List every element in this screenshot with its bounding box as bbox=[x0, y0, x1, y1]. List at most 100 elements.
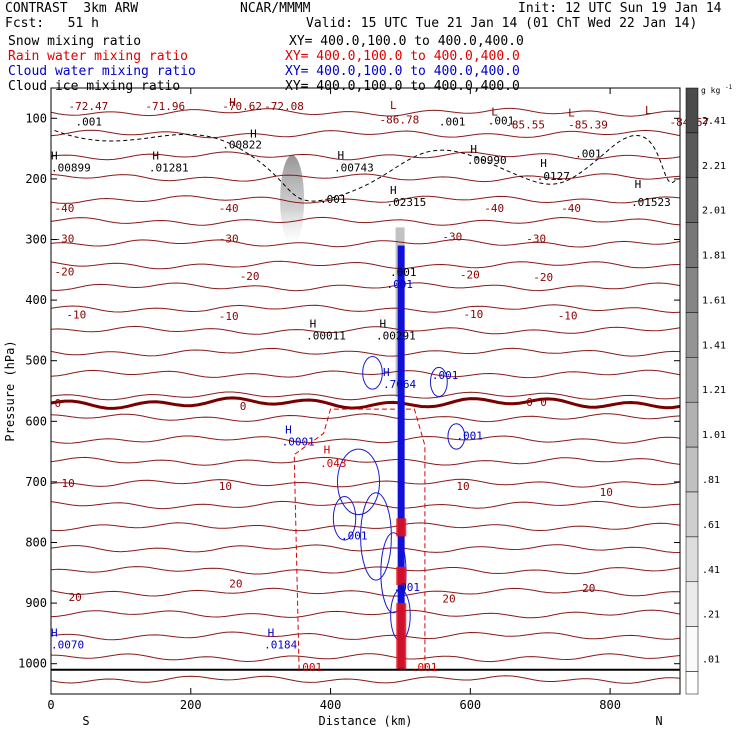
temperature-label: -30 bbox=[442, 230, 462, 243]
colorbar-swatch bbox=[685, 446, 699, 493]
temperature-contour-line bbox=[50, 544, 681, 553]
contour-value-label: .001 bbox=[456, 429, 483, 442]
cloud-ice-contour bbox=[54, 129, 677, 202]
cloud-water-contour bbox=[447, 423, 466, 450]
y-tick-label: 900 bbox=[25, 596, 47, 610]
high-low-marker: H bbox=[470, 143, 477, 156]
x-tick-label: 600 bbox=[459, 698, 481, 712]
x-tick-label: 200 bbox=[180, 698, 202, 712]
high-low-marker: L bbox=[390, 99, 397, 112]
high-low-marker: H bbox=[152, 150, 159, 163]
y-tick-label: 500 bbox=[25, 354, 47, 368]
contour-value-label: .001 bbox=[411, 661, 438, 674]
rain-core bbox=[396, 518, 407, 537]
contour-value-label: .001 bbox=[432, 369, 459, 382]
high-low-marker: H bbox=[390, 184, 397, 197]
colorbar-swatch bbox=[685, 222, 699, 268]
field-xy-rain: XY= 400.0,100.0 to 400.0,400.0 bbox=[285, 49, 520, 64]
temperature-label: 10 bbox=[456, 480, 469, 493]
temperature-label: -30 bbox=[526, 232, 546, 245]
x-tick-label: 0 bbox=[47, 698, 54, 712]
temperature-contour-line bbox=[50, 347, 681, 357]
colorbar-swatch bbox=[685, 581, 699, 627]
rain-contour bbox=[293, 408, 426, 670]
contour-value-label: .001 bbox=[341, 529, 368, 542]
contour-value-label: .043 bbox=[320, 457, 347, 470]
temperature-label: -72.08 bbox=[264, 100, 304, 113]
temperature-contour-line bbox=[50, 260, 681, 270]
contour-value-label: .001 bbox=[439, 116, 466, 129]
temperature-label: -20 bbox=[240, 270, 260, 283]
temperature-contour-line bbox=[50, 413, 681, 423]
temperature-contour-line bbox=[50, 107, 681, 117]
contour-value-label: .001 bbox=[386, 278, 413, 291]
temperature-label: -30 bbox=[54, 232, 74, 245]
contour-value-label: .001 bbox=[320, 193, 347, 206]
field-label-rain: Rain water mixing ratio bbox=[8, 49, 189, 64]
contour-value-label: .0127 bbox=[537, 170, 570, 183]
temperature-label: 0 bbox=[540, 396, 547, 409]
temperature-label: -40 bbox=[561, 202, 581, 215]
colorbar-swatch bbox=[685, 267, 699, 313]
temperature-label: 10 bbox=[219, 480, 232, 493]
rain-core bbox=[396, 566, 407, 585]
temperature-label: -40 bbox=[219, 202, 239, 215]
contour-value-label: .00743 bbox=[334, 162, 374, 175]
high-low-marker: H bbox=[285, 423, 292, 436]
temperature-label: -85.39 bbox=[568, 118, 608, 131]
cloud-water-contour bbox=[362, 355, 383, 390]
freezing-level-line bbox=[50, 396, 681, 410]
temperature-label: 20 bbox=[229, 578, 242, 591]
temperature-label: -85.55 bbox=[505, 118, 545, 131]
colorbar-label: .01 bbox=[702, 655, 720, 666]
temperature-label: -70.62 bbox=[222, 100, 262, 113]
temperature-contour-line bbox=[50, 522, 681, 532]
colorbar-label: 2.21 bbox=[702, 161, 726, 172]
colorbar-swatch bbox=[685, 671, 699, 695]
temperature-contour-line bbox=[50, 456, 681, 466]
colorbar-swatch bbox=[685, 491, 699, 538]
temperature-contour-line bbox=[50, 238, 681, 248]
high-low-marker: H bbox=[635, 178, 642, 191]
high-low-marker: H bbox=[324, 443, 331, 456]
colorbar-swatch bbox=[685, 626, 699, 672]
field-xy-cloud-ice: XY= 400.0,100.0 to 400.0,400.0 bbox=[285, 79, 520, 94]
high-low-marker: L bbox=[491, 105, 498, 118]
cloud-water-contour bbox=[332, 495, 357, 541]
high-low-marker: L bbox=[568, 106, 575, 119]
temperature-label: 20 bbox=[68, 591, 81, 604]
temperature-label: -10 bbox=[558, 309, 578, 322]
model-title: CONTRAST 3km ARW bbox=[5, 1, 139, 16]
colorbar-label: 1.61 bbox=[702, 295, 726, 306]
plot-frame bbox=[50, 87, 681, 695]
colorbar-unit-exponent: -1 bbox=[725, 84, 733, 91]
temperature-contour-line bbox=[50, 653, 681, 663]
temperature-label: -20 bbox=[54, 266, 74, 279]
temperature-label: -72.47 bbox=[68, 100, 108, 113]
contour-value-label: .00822 bbox=[222, 139, 262, 152]
colorbar-label: 1.81 bbox=[702, 251, 726, 262]
temperature-contour-line bbox=[50, 216, 681, 226]
y-tick-label: 100 bbox=[25, 111, 47, 125]
temperature-label: -30 bbox=[219, 232, 239, 245]
y-tick-label: 1000 bbox=[18, 657, 47, 671]
temperature-label: -40 bbox=[54, 202, 74, 215]
cloud-water-contour bbox=[360, 492, 392, 581]
field-label-cloud-water: Cloud water mixing ratio bbox=[8, 64, 196, 79]
y-tick-label: 200 bbox=[25, 172, 47, 186]
contour-value-label: .01523 bbox=[631, 196, 671, 209]
colorbar-unit: g kg bbox=[701, 86, 720, 95]
valid-time: Valid: 15 UTC Tue 21 Jan 14 (01 ChT Wed … bbox=[306, 16, 698, 31]
colorbar-swatch bbox=[685, 132, 699, 179]
y-tick-label: 400 bbox=[25, 293, 47, 307]
contour-value-label: .001 bbox=[393, 581, 420, 594]
contour-value-label: .001 bbox=[296, 661, 323, 674]
north-label: N bbox=[655, 714, 662, 728]
x-axis-label: Distance (km) bbox=[319, 714, 413, 728]
temperature-contour-line bbox=[50, 304, 681, 314]
contour-value-label: .0001 bbox=[282, 436, 315, 449]
y-tick-label: 700 bbox=[25, 475, 47, 489]
field-xy-snow: XY= 400.0,100.0 to 400.0,400.0 bbox=[289, 34, 524, 49]
contour-value-label: .001 bbox=[575, 148, 602, 161]
high-low-marker: L bbox=[645, 104, 652, 117]
